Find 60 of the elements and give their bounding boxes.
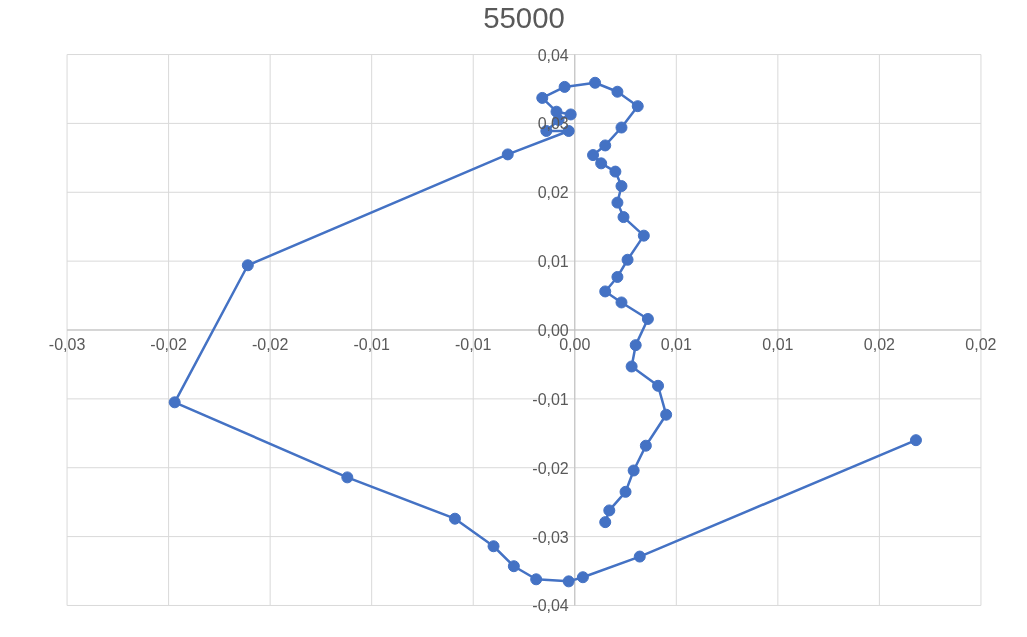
- point: [633, 550, 646, 563]
- point: [909, 434, 922, 447]
- point: [599, 139, 612, 152]
- x-tick-label: -0,01: [454, 336, 492, 353]
- point: [558, 80, 571, 93]
- point: [617, 211, 630, 224]
- y-tick-label: -0,01: [532, 390, 569, 408]
- point: [241, 259, 254, 272]
- point: [576, 571, 589, 584]
- point: [637, 229, 650, 242]
- point: [487, 540, 500, 553]
- point: [603, 504, 616, 517]
- point: [341, 471, 354, 484]
- x-tick-label: 0,01: [660, 336, 692, 353]
- point: [631, 100, 644, 113]
- y-tick-label: 0,02: [537, 184, 569, 202]
- x-tick-label: 0,02: [863, 336, 896, 353]
- point: [501, 148, 514, 161]
- point: [660, 408, 673, 421]
- point: [587, 149, 600, 162]
- point: [629, 339, 642, 352]
- point: [611, 196, 624, 209]
- point: [615, 121, 628, 134]
- y-tick-label: -0,02: [532, 459, 569, 477]
- point: [595, 157, 608, 170]
- point: [611, 85, 624, 98]
- point: [507, 560, 520, 573]
- y-tick-label: -0,04: [532, 597, 569, 615]
- x-tick-label: -0,02: [251, 336, 289, 353]
- point: [615, 180, 628, 193]
- point: [639, 439, 652, 452]
- point: [168, 396, 181, 409]
- point: [599, 516, 612, 529]
- y-tick-label: -0,03: [532, 528, 569, 546]
- point: [611, 270, 624, 283]
- x-tick-label: -0,02: [150, 336, 187, 353]
- y-tick-label: 0,00: [537, 322, 569, 339]
- point: [621, 253, 634, 266]
- chart-title: 55000: [483, 0, 565, 34]
- point: [530, 573, 543, 586]
- point: [536, 91, 549, 104]
- x-tick-label: 0,00: [559, 336, 591, 353]
- point: [625, 360, 638, 373]
- point: [589, 76, 602, 89]
- point: [562, 575, 575, 588]
- x-tick-label: -0,03: [48, 336, 86, 353]
- point: [615, 296, 628, 309]
- point: [609, 165, 622, 178]
- point: [448, 512, 461, 525]
- y-tick-label: 0,01: [537, 253, 569, 271]
- point: [627, 464, 640, 477]
- point: [619, 485, 632, 498]
- x-tick-label: 0,01: [762, 336, 794, 353]
- x-tick-label: -0,01: [353, 336, 391, 353]
- point: [599, 285, 612, 298]
- point: [550, 105, 563, 118]
- y-tick-label: 0,04: [537, 46, 569, 64]
- point: [652, 379, 665, 392]
- x-tick-label: 0,02: [965, 336, 997, 353]
- point: [641, 312, 654, 325]
